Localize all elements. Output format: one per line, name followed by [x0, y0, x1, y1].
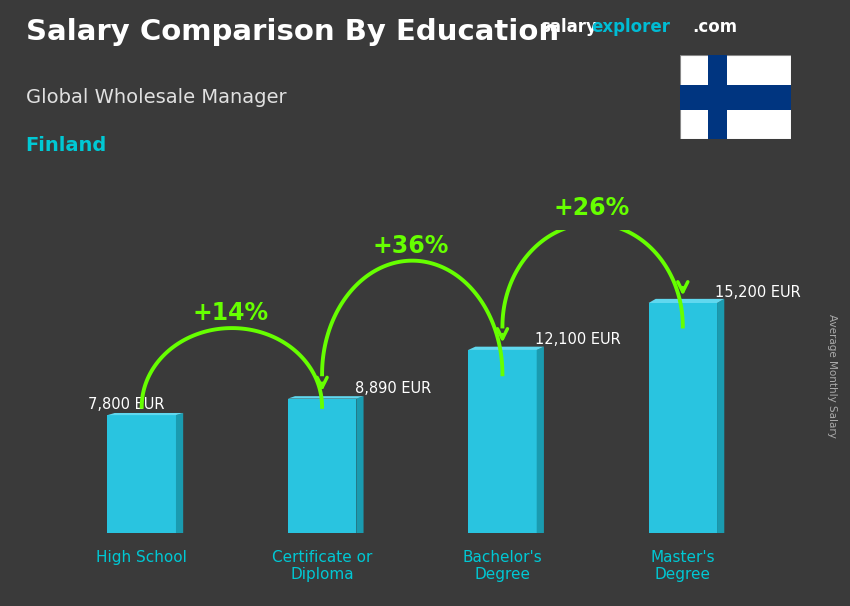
Text: +26%: +26%: [553, 196, 630, 221]
Text: Global Wholesale Manager: Global Wholesale Manager: [26, 88, 286, 107]
Polygon shape: [176, 413, 184, 533]
Polygon shape: [288, 399, 356, 533]
Text: +14%: +14%: [193, 301, 269, 325]
Text: salary: salary: [540, 18, 597, 36]
Polygon shape: [717, 299, 724, 533]
Polygon shape: [468, 347, 544, 350]
Polygon shape: [356, 396, 364, 533]
Polygon shape: [288, 396, 364, 399]
Polygon shape: [649, 303, 717, 533]
Polygon shape: [536, 347, 544, 533]
Text: 8,890 EUR: 8,890 EUR: [354, 381, 431, 396]
Polygon shape: [107, 413, 184, 415]
Text: explorer: explorer: [591, 18, 670, 36]
Polygon shape: [107, 415, 176, 533]
Polygon shape: [649, 299, 724, 303]
Bar: [707, 55, 728, 139]
Text: 12,100 EUR: 12,100 EUR: [535, 332, 620, 347]
Text: +36%: +36%: [373, 234, 450, 258]
Text: Finland: Finland: [26, 136, 107, 155]
Text: Salary Comparison By Education: Salary Comparison By Education: [26, 18, 558, 46]
Polygon shape: [468, 350, 536, 533]
Text: 7,800 EUR: 7,800 EUR: [88, 397, 164, 412]
Text: .com: .com: [693, 18, 738, 36]
Text: 15,200 EUR: 15,200 EUR: [715, 285, 801, 300]
Text: Average Monthly Salary: Average Monthly Salary: [827, 314, 837, 438]
Bar: [680, 85, 790, 110]
